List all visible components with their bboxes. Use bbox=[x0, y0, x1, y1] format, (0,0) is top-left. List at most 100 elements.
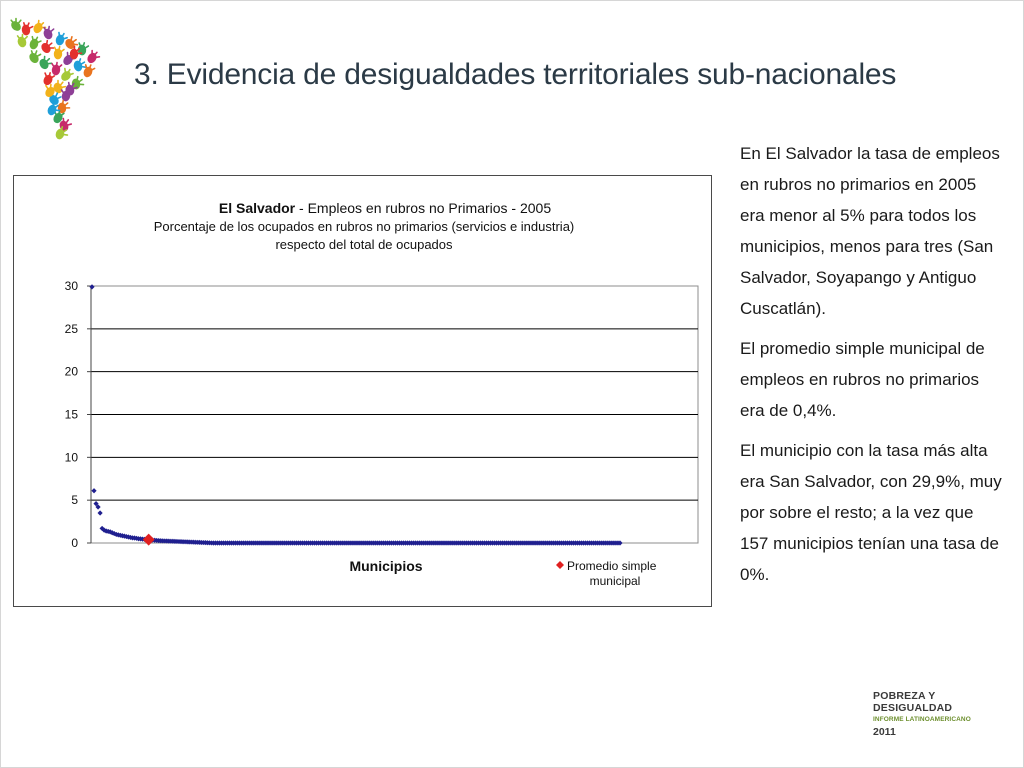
y-tick-label: 10 bbox=[65, 450, 79, 464]
hand-finger bbox=[51, 62, 57, 71]
hand-finger bbox=[44, 72, 49, 81]
report-brand: POBREZA Y DESIGUALDAD INFORME LATINOAMER… bbox=[873, 690, 1013, 738]
hand-finger bbox=[21, 35, 29, 43]
hand-finger bbox=[51, 101, 55, 111]
hand-finger bbox=[81, 45, 90, 51]
hand-finger bbox=[69, 43, 79, 46]
hand-finger bbox=[53, 96, 62, 101]
chart-subtitle-2: respecto del total de ocupados bbox=[275, 237, 453, 252]
x-axis-label: Municipios bbox=[349, 558, 422, 574]
hand-finger bbox=[69, 35, 73, 45]
hand-finger bbox=[45, 39, 49, 49]
data-point bbox=[95, 504, 101, 510]
hand-finger bbox=[51, 104, 59, 111]
hand-finger bbox=[59, 129, 68, 135]
hand-finger bbox=[53, 92, 59, 101]
hand-finger bbox=[65, 72, 74, 77]
y-tick-label: 15 bbox=[65, 408, 79, 422]
hand-finger bbox=[69, 86, 78, 91]
hand-finger bbox=[61, 102, 69, 109]
chart-title: El Salvador - Empleos en rubros no Prima… bbox=[219, 200, 551, 216]
hand-finger bbox=[59, 32, 65, 41]
hand-finger bbox=[33, 36, 39, 45]
hand-finger bbox=[57, 112, 65, 119]
brand-line-1: POBREZA Y bbox=[873, 690, 936, 702]
y-tick-label: 30 bbox=[65, 279, 79, 293]
hand-finger bbox=[61, 99, 64, 109]
hand-finger bbox=[87, 67, 96, 73]
hand-finger bbox=[49, 86, 57, 93]
hand-finger bbox=[66, 51, 69, 61]
hand-finger bbox=[33, 40, 42, 45]
hand-finger bbox=[15, 19, 22, 27]
chart-subtitle-1: Porcentaje de los ocupados en rubros no … bbox=[154, 219, 575, 234]
hand-finger bbox=[21, 33, 24, 43]
hand-finger bbox=[33, 53, 42, 59]
hand-finger bbox=[45, 84, 51, 93]
hand-finger bbox=[49, 83, 52, 93]
commentary-text: En El Salvador la tasa de empleos en rub… bbox=[740, 138, 1002, 599]
hand-finger bbox=[63, 123, 73, 127]
hand-finger bbox=[91, 51, 98, 59]
hand-finger bbox=[84, 64, 89, 73]
hand-finger bbox=[25, 22, 30, 31]
hand-finger bbox=[45, 42, 53, 49]
hand-finger bbox=[91, 56, 101, 59]
y-tick-label: 25 bbox=[65, 322, 79, 336]
data-point bbox=[89, 284, 95, 290]
hand-finger bbox=[55, 64, 63, 71]
data-point bbox=[101, 527, 107, 533]
hand-finger bbox=[47, 72, 51, 81]
hand-finger bbox=[57, 109, 61, 119]
hand-finger bbox=[57, 48, 65, 55]
hand-finger bbox=[73, 52, 83, 55]
data-point bbox=[91, 488, 97, 494]
hand-finger bbox=[77, 65, 87, 68]
data-point bbox=[107, 529, 113, 535]
hand-finger bbox=[75, 78, 83, 85]
y-tick-label: 20 bbox=[65, 365, 79, 379]
hand-finger bbox=[59, 36, 68, 41]
brand-line-2: DESIGUALDAD bbox=[873, 702, 953, 714]
hand-finger bbox=[47, 25, 50, 35]
hand-finger bbox=[75, 83, 85, 86]
legend-marker-diamond bbox=[556, 561, 564, 569]
hand-finger bbox=[77, 58, 82, 67]
hand-finger bbox=[81, 42, 86, 51]
hand-finger bbox=[47, 28, 55, 35]
hand-finger bbox=[53, 46, 59, 55]
y-tick-label: 5 bbox=[71, 493, 78, 507]
hand-finger bbox=[65, 68, 71, 77]
hand-finger bbox=[73, 45, 76, 55]
chart-container: El Salvador - Empleos en rubros no Prima… bbox=[13, 175, 712, 607]
hand-finger bbox=[57, 81, 64, 89]
hand-finger bbox=[87, 64, 92, 73]
data-point bbox=[617, 540, 623, 546]
hand-finger bbox=[67, 81, 71, 91]
hand-finger bbox=[16, 35, 23, 43]
hand-finger bbox=[43, 57, 51, 65]
hand-finger bbox=[60, 89, 67, 97]
hand-finger bbox=[55, 61, 58, 71]
hand-finger bbox=[63, 119, 70, 127]
slide-title: 3. Evidencia de desigualdades territoria… bbox=[134, 58, 897, 91]
hand-finger bbox=[69, 82, 75, 91]
hand-finger bbox=[43, 55, 46, 65]
hand-finger bbox=[47, 75, 56, 81]
hand-finger bbox=[78, 42, 83, 51]
hand-finger bbox=[64, 67, 67, 77]
average-marker bbox=[142, 533, 155, 546]
hand-finger bbox=[43, 62, 53, 65]
paragraph-2: El promedio simple municipal de empleos … bbox=[740, 339, 985, 420]
chart-title-rest: - Empleos en rubros no Primarios - 2005 bbox=[295, 200, 551, 216]
data-point bbox=[97, 510, 103, 516]
brand-year: 2011 bbox=[873, 726, 896, 738]
hand-finger bbox=[31, 35, 35, 45]
hand-finger bbox=[10, 19, 17, 27]
hand-finger bbox=[59, 126, 64, 135]
chart-legend: Promedio simple municipal bbox=[556, 559, 657, 588]
hand-finger bbox=[37, 21, 45, 29]
hand-finger bbox=[62, 117, 65, 127]
chart-title-country: El Salvador bbox=[219, 200, 296, 216]
hand-finger bbox=[33, 50, 38, 59]
